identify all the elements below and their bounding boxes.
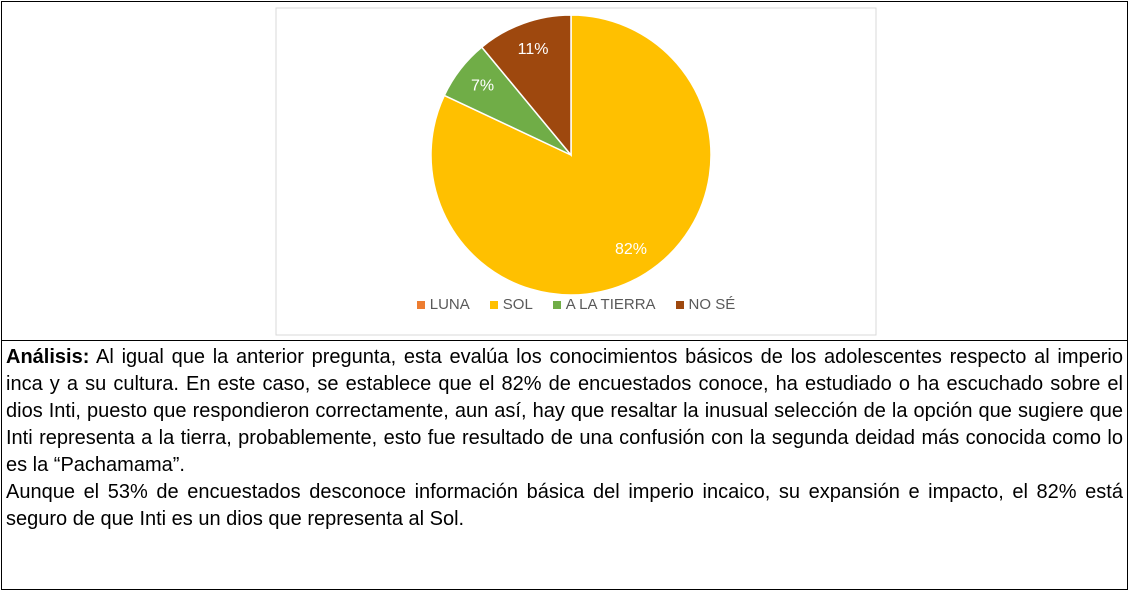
legend-swatch [675, 300, 684, 309]
paragraph: Aunque el 53% de encuestados desconoce i… [6, 481, 1123, 530]
legend-swatch [552, 300, 561, 309]
analysis-label: Análisis: [6, 346, 90, 368]
legend-item: SOL [489, 296, 533, 313]
row-divider [1, 340, 1128, 341]
legend-label: A LA TIERRA [565, 296, 656, 313]
legend-label: SOL [502, 296, 533, 313]
legend: LUNA SOL A LA TIERRA NO SÉ [276, 296, 876, 313]
data-label: 11% [518, 41, 549, 58]
legend-swatch [416, 300, 425, 309]
legend-item: LUNA [416, 296, 470, 313]
data-label: 82% [615, 241, 647, 258]
legend-item: A LA TIERRA [552, 296, 656, 313]
chart: 82% 7% 11% [275, 7, 877, 336]
data-label: 7% [471, 78, 494, 95]
legend-item: NO SÉ [675, 296, 736, 313]
pie-slice [480, 14, 572, 158]
legend-label: LUNA [429, 296, 470, 313]
legend-swatch [489, 300, 498, 309]
legend-label: NO SÉ [688, 296, 736, 313]
analysis: Análisis: Al igual que la anterior pregu… [6, 344, 1123, 533]
paragraph-text: Al igual que la anterior pregunta, esta … [6, 346, 1124, 476]
paragraph: Análisis: Al igual que la anterior pregu… [6, 344, 1123, 479]
